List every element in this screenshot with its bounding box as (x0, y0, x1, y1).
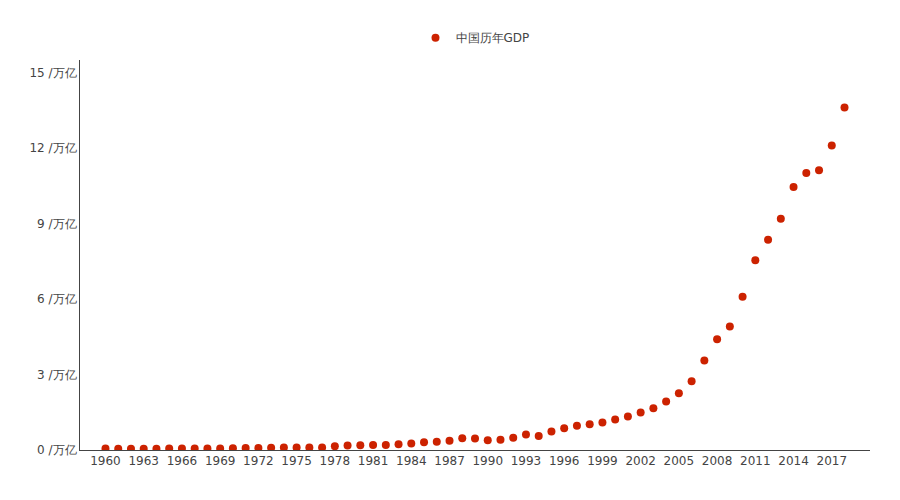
svg-text:1960: 1960 (90, 454, 121, 468)
svg-text:1996: 1996 (549, 454, 580, 468)
svg-text:1990: 1990 (472, 454, 503, 468)
svg-text:1981: 1981 (358, 454, 389, 468)
svg-text:15 /万亿: 15 /万亿 (29, 66, 76, 80)
svg-text:6 /万亿: 6 /万亿 (37, 292, 77, 306)
svg-text:2005: 2005 (664, 454, 695, 468)
svg-text:2002: 2002 (625, 454, 656, 468)
svg-text:1984: 1984 (396, 454, 427, 468)
svg-text:1978: 1978 (320, 454, 351, 468)
svg-text:12 /万亿: 12 /万亿 (29, 141, 76, 155)
svg-text:2011: 2011 (740, 454, 771, 468)
svg-text:1963: 1963 (128, 454, 159, 468)
svg-text:3 /万亿: 3 /万亿 (37, 368, 77, 382)
svg-text:9 /万亿: 9 /万亿 (37, 217, 77, 231)
svg-text:1999: 1999 (587, 454, 618, 468)
svg-text:1972: 1972 (243, 454, 274, 468)
svg-text:1969: 1969 (205, 454, 236, 468)
svg-text:1966: 1966 (167, 454, 198, 468)
svg-text:1993: 1993 (511, 454, 542, 468)
svg-text:2017: 2017 (816, 454, 847, 468)
svg-text:中国历年GDP: 中国历年GDP (456, 31, 530, 45)
svg-text:0 /万亿: 0 /万亿 (37, 443, 77, 457)
svg-text:2008: 2008 (702, 454, 733, 468)
svg-text:2014: 2014 (778, 454, 809, 468)
svg-text:1975: 1975 (281, 454, 312, 468)
svg-text:1987: 1987 (434, 454, 465, 468)
